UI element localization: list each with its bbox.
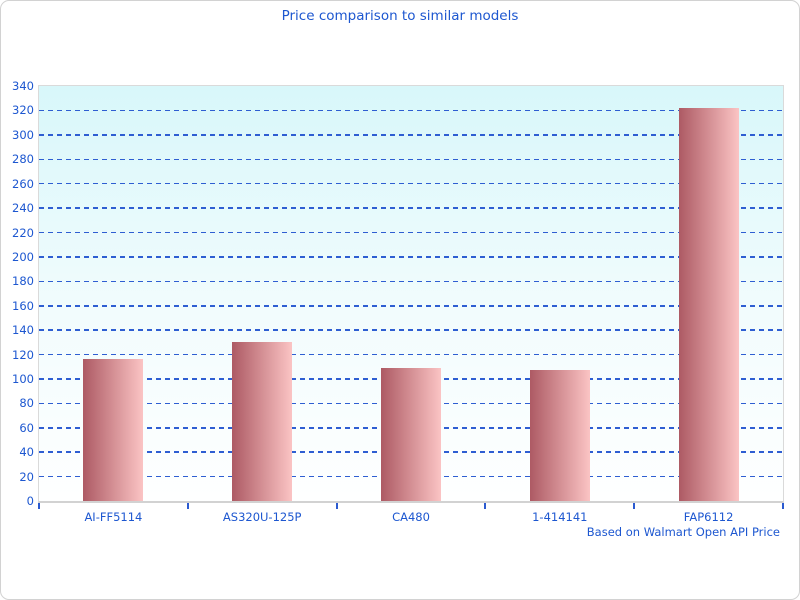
bar-AI-FF5114	[83, 359, 144, 501]
gridline	[39, 280, 783, 282]
x-axis-tick	[782, 503, 784, 509]
y-axis-label: 220	[12, 225, 34, 240]
x-axis-label: AS320U-125P	[222, 510, 302, 524]
gridline	[39, 256, 783, 258]
y-axis-label: 260	[12, 176, 34, 191]
y-axis-label: 320	[12, 103, 34, 118]
gridline	[39, 134, 783, 136]
x-axis-label: CA480	[392, 510, 430, 524]
y-axis-label: 160	[12, 298, 34, 313]
x-axis-tick	[186, 503, 189, 509]
y-axis-label: 100	[12, 371, 34, 386]
chart-footnote: Based on Walmart Open API Price	[586, 525, 780, 539]
y-axis-label: 200	[12, 249, 34, 264]
gridline	[39, 231, 783, 234]
y-axis-label: 80	[19, 396, 34, 411]
x-axis-ticks	[38, 503, 784, 511]
x-axis-tick	[484, 503, 487, 509]
bar-FAP6112	[678, 108, 739, 501]
x-axis-labels: AI-FF5114 AS320U-125P CA480 1-414141 FAP6112	[39, 510, 783, 525]
y-axis-label: 20	[19, 469, 34, 484]
y-axis-labels: 0 20 40 60 80 100 120 140 160 180 200 220 240 260 280 3…	[1, 79, 34, 508]
y-axis-label: 300	[12, 127, 34, 142]
gridline	[39, 182, 783, 185]
bar-1-414141	[529, 370, 590, 501]
y-axis-label: 60	[19, 420, 34, 435]
bar-AS320U-125P	[232, 342, 293, 501]
y-axis-label: 120	[12, 347, 34, 362]
x-axis-label: 1-414141	[532, 510, 588, 524]
y-axis-label: 280	[12, 152, 34, 167]
x-axis-label: FAP6112	[683, 510, 734, 524]
gridline	[39, 109, 783, 112]
gridline	[39, 353, 783, 356]
y-axis-label: 140	[12, 323, 34, 338]
plot-area	[38, 85, 784, 503]
y-axis-label: 0	[26, 494, 34, 508]
gridline	[39, 305, 783, 307]
y-axis-label: 340	[12, 79, 34, 93]
y-axis-label: 240	[12, 201, 34, 216]
gridline	[39, 207, 783, 209]
gridline	[39, 329, 783, 331]
chart-title: Price comparison to similar models	[281, 8, 519, 24]
gridline	[39, 158, 783, 160]
x-axis-tick	[38, 503, 40, 509]
x-axis-tick	[633, 503, 636, 509]
y-axis-label: 40	[19, 445, 34, 460]
bar-CA480	[381, 368, 441, 501]
x-axis-label: AI-FF5114	[84, 510, 143, 524]
x-axis-tick	[335, 503, 338, 509]
y-axis-label: 180	[12, 274, 34, 289]
